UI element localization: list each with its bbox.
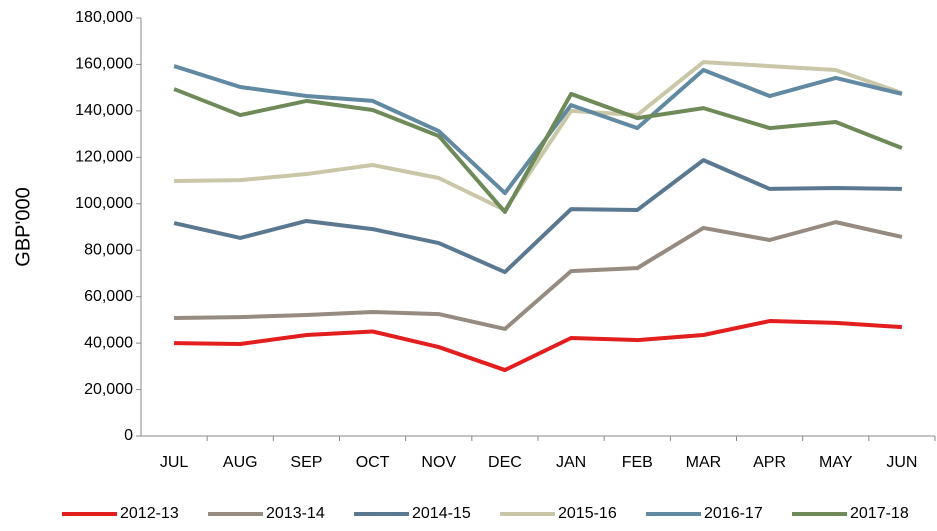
series-line (173, 64, 903, 196)
x-tick-label: MAY (819, 454, 853, 471)
legend-label: 2016-17 (704, 505, 763, 522)
x-tick-label: JUN (886, 454, 917, 471)
y-tick-label: 0 (124, 427, 133, 444)
series-line (173, 87, 903, 214)
x-tick-label: NOV (421, 454, 456, 471)
x-tick-label: JAN (556, 454, 586, 471)
y-tick-label: 160,000 (75, 56, 133, 73)
y-tick-label: 20,000 (84, 381, 133, 398)
y-axis-title: GBP'000 (12, 187, 34, 266)
x-tick-label: FEB (622, 454, 653, 471)
x-tick-label: APR (753, 454, 786, 471)
x-tick-label: JUL (160, 454, 189, 471)
x-tick-label: AUG (223, 454, 258, 471)
x-tick-label: DEC (488, 454, 522, 471)
series-line (174, 220, 903, 331)
y-tick-label: 180,000 (75, 9, 133, 26)
y-tick-label: 100,000 (75, 195, 133, 212)
legend-label: 2017-18 (850, 505, 909, 522)
series-line (174, 60, 903, 213)
series-line (174, 319, 903, 373)
y-tick-label: 80,000 (84, 241, 133, 258)
y-tick-label: 40,000 (84, 334, 133, 351)
legend-label: 2012-13 (120, 505, 179, 522)
series-line (173, 158, 902, 275)
x-tick-label: MAR (686, 454, 722, 471)
x-tick-label: SEP (290, 454, 322, 471)
legend-label: 2014-15 (412, 505, 471, 522)
legend-label: 2015-16 (558, 505, 617, 522)
y-tick-label: 120,000 (75, 149, 133, 166)
x-tick-label: OCT (356, 454, 390, 471)
y-tick-label: 140,000 (75, 102, 133, 119)
y-tick-label: 60,000 (84, 288, 133, 305)
legend-label: 2013-14 (266, 505, 325, 522)
